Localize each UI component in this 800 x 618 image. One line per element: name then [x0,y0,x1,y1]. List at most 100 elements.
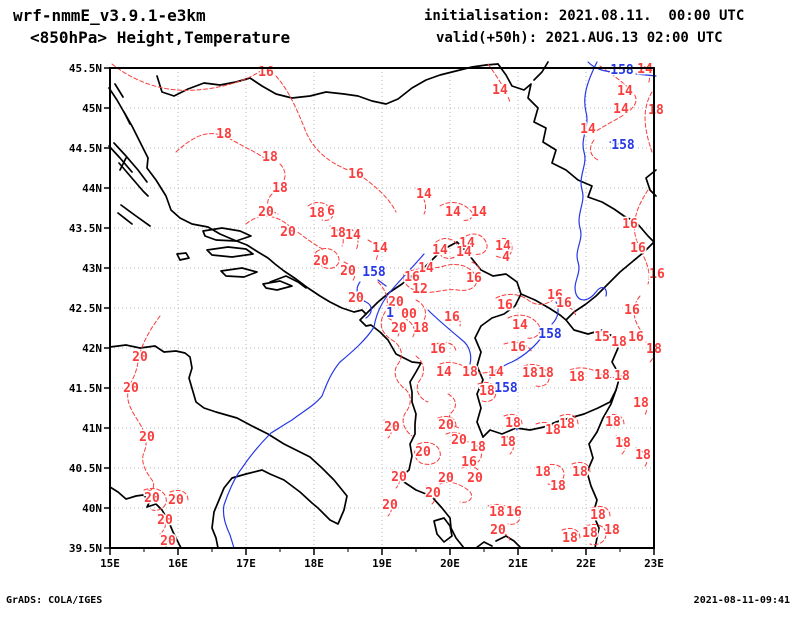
temperature-contour-label: 16 [461,455,477,470]
lon-tick-label: 23E [644,557,664,570]
height-contour-label: 158 [362,265,386,280]
lon-tick-label: 15E [100,557,120,570]
valid-time-label: valid(+50h): 2021.AUG.13 02:00 UTC [436,30,723,46]
temperature-contour-label: 18 [272,181,288,196]
temperature-contour-label: 4 [502,250,510,265]
height-contour-label: 158 [494,381,518,396]
italy-adriatic-coast [109,344,348,549]
coastline-borders-layer [108,61,657,549]
temperature-contour-layer [111,61,654,549]
kosovo-serbia-link-border [520,293,567,321]
temperature-contour-label: 20 [258,205,274,220]
temperature-contour-label: 16 [506,505,522,520]
lon-tick-label: 22E [576,557,596,570]
temperature-contour-label: 20 [415,445,431,460]
temperature-contour-label: 18 [479,384,495,399]
temperature-contour-label: 14 [580,122,596,137]
temperature-contour-label: 20 [391,470,407,485]
brac-island [202,227,252,242]
temperature-contour-label: 16 [628,330,644,345]
temperature-contour-label: 14 [512,318,528,333]
height-contour-label: 158 [610,63,634,78]
temperature-contour-label: 20 [123,381,139,396]
peljesac-peninsula [269,275,307,289]
temperature-contour-label: 6 [327,204,335,219]
height-contour-label: 1 [386,306,394,321]
temperature-contour-label: 20 [384,420,400,435]
lon-tick-label: 17E [236,557,256,570]
korcula-island [220,267,258,278]
creation-timestamp: 2021-08-11-09:41 [693,595,790,606]
temperature-contour-label: 16 [547,288,563,303]
temperature-contour-label: 18 [535,465,551,480]
temperature-contour-label: 16 [622,217,638,232]
temperature-contour-label: 14 [436,365,452,380]
temperature-contour-label: 14 [345,228,361,243]
lon-tick-label: 16E [168,557,188,570]
lat-tick-label: 44.5N [69,142,102,155]
hvar-island [206,246,254,258]
temperature-contour-label: 18 [262,150,278,165]
temperature-contour-label: 18 [611,335,627,350]
lat-tick-label: 43.5N [69,222,102,235]
temperature-contour-label: 16 [630,241,646,256]
temperature-contour-label: 18 [505,416,521,431]
temperature-contour-label: 16 [510,340,526,355]
temperature-contour-label: 14 [416,187,432,202]
temperature-contour-label: 16 [624,303,640,318]
temperature-contour-label: 14 [372,241,388,256]
temperature-contour-label: 16 [430,342,446,357]
temperature-contour-label: 20 [132,350,148,365]
italy-tyrrhenian-coast [109,486,182,549]
temperature-contour-label: 16 [404,270,420,285]
temperature-contour-label: 18 [309,206,325,221]
temperature-contour-label: 18 [462,365,478,380]
temperature-contour-label: 16 [556,296,572,311]
lat-tick-label: 44N [82,182,102,195]
lat-tick-label: 45N [82,102,102,115]
lat-tick-label: 41N [82,422,102,435]
montenegro-kosovo-border [365,241,522,438]
temperature-contour-label: 18 [489,505,505,520]
temperature-contour-label: 18 [559,417,575,432]
kvarner-islands [108,83,149,197]
temperature-contour-label: 18 [562,531,578,546]
lon-tick-label: 21E [508,557,528,570]
lon-tick-label: 20E [440,557,460,570]
temperature-contour-label: 18 [470,440,486,455]
border-fragment-north [533,61,549,81]
lat-tick-label: 41.5N [69,382,102,395]
temperature-contour-label: 18 [550,479,566,494]
temperature-contour-label: 16 [649,267,665,282]
temperature-contour-label: 20 [348,291,364,306]
serbia-border [482,63,655,438]
temperature-contour-label: 18 [604,523,620,538]
bulgaria-greece-border [586,389,617,549]
temperature-contour-label: 20 [157,513,173,528]
corfu-island [433,517,453,543]
grads-credit: GrADS: COLA/IGES [6,595,103,606]
lat-tick-label: 39.5N [69,542,102,555]
temperature-contour-label: 14 [459,236,475,251]
temperature-contour-label: 18 [605,415,621,430]
temperature-contour-label: 18 [594,368,610,383]
temperature-contour-label: 14 [637,62,653,77]
north-border [156,63,499,105]
temperature-contour-label: 18 [615,436,631,451]
lon-tick-label: 19E [372,557,392,570]
vis-island [176,252,190,261]
temperature-contour-label: 18 [216,127,232,142]
temperature-contour-label: 20 [391,321,407,336]
dugi-otok-island [117,204,151,227]
temperature-contour-label: 14 [432,243,448,258]
temperature-contour-label: 20 [438,418,454,433]
temperature-contour-label: 14 [613,102,629,117]
temperature-contour-label: 18 [572,465,588,480]
temperature-contour-label: 18 [413,321,429,336]
temperature-contour-label: 16 [444,310,460,325]
temperature-contour-label: 14 [418,261,434,276]
temperature-contour-label: 18 [522,366,538,381]
temperature-contour-label: 20 [144,491,160,506]
